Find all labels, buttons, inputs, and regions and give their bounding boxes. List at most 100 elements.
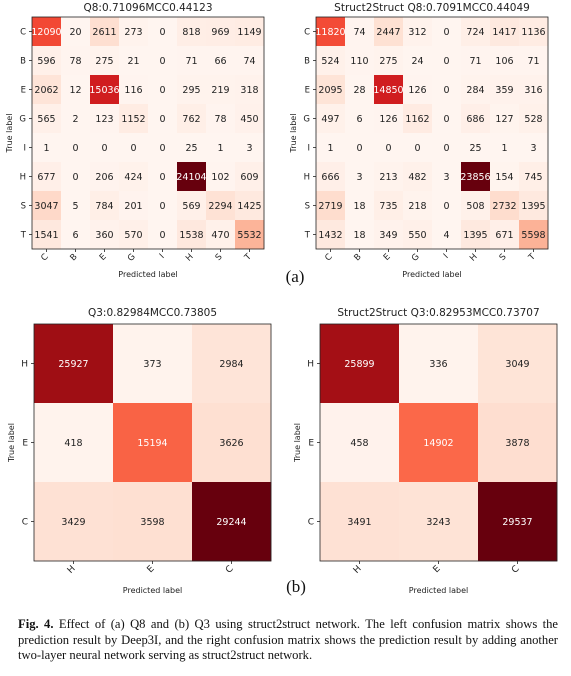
cell-value-label-0-3-1: 2 [72,114,78,125]
cell-value-label-1-4-4: 0 [443,143,449,154]
cell-value-label-1-0-0: 11820 [315,27,345,38]
x-tick-label-1-1: B [352,252,363,263]
y-tick-label-3-0: H [307,360,314,370]
y-tick-label-0-5: H [20,173,26,183]
x-tick-label-0-6: S [214,252,225,263]
cell-value-label-0-5-7: 609 [240,172,258,183]
cell-value-label-1-7-5: 1395 [463,230,487,241]
cell-value-label-1-2-6: 359 [495,85,513,96]
cell-value-label-0-1-0: 596 [37,56,55,67]
cell-value-label-0-2-2: 15036 [89,85,119,96]
y-tick-label-0-1: B [20,57,26,67]
caption-label: Fig. 4. [18,617,53,631]
cell-value-label-0-2-3: 116 [124,85,142,96]
cell-value-label-0-1-7: 74 [243,56,255,67]
cell-value-label-0-4-6: 1 [217,143,223,154]
chart-title-0: Q8:0.71096MCC0.44123 [83,2,212,14]
cell-value-label-2-1-2: 3626 [219,438,243,449]
cell-value-label-1-5-5: 23856 [460,172,490,183]
cell-value-label-0-0-5: 818 [182,27,200,38]
cell-value-label-1-2-0: 2095 [318,85,342,96]
y-tick-label-0-2: E [21,86,26,96]
cell-value-label-1-1-1: 110 [350,56,368,67]
y-axis-label-0: True label [5,114,14,154]
cell-value-label-0-5-6: 102 [211,172,229,183]
figure-caption: Fig. 4. Effect of (a) Q8 and (b) Q3 usin… [18,617,558,664]
x-tick-label-1-6: S [498,252,509,263]
y-tick-label-1-1: B [304,57,310,67]
cell-value-label-0-4-4: 0 [159,143,165,154]
y-tick-label-1-2: E [305,86,310,96]
cell-value-label-1-5-3: 482 [408,172,426,183]
cell-value-label-0-3-6: 78 [214,114,226,125]
cell-value-label-0-0-3: 273 [124,27,142,38]
cell-value-label-1-6-5: 508 [466,201,484,212]
cell-value-label-1-4-6: 1 [501,143,507,154]
cell-value-label-1-2-7: 316 [524,85,542,96]
cell-value-label-1-1-7: 71 [527,56,539,67]
cell-value-label-1-2-5: 284 [466,85,484,96]
panel-label-b: (b) [286,577,306,596]
cell-value-label-1-5-4: 3 [443,172,449,183]
chart-title-2: Q3:0.82984MCC0.73805 [88,307,217,319]
cell-value-label-2-2-2: 29244 [216,517,246,528]
cell-value-label-0-1-4: 0 [159,56,165,67]
x-tick-label-2-1: E [146,564,157,575]
cell-value-label-0-2-1: 12 [69,85,81,96]
y-tick-label-2-1: E [22,439,28,449]
x-tick-label-1-2: E [382,252,393,263]
cell-value-label-1-6-3: 218 [408,201,426,212]
cell-value-label-0-7-1: 6 [72,230,78,241]
cell-value-label-1-7-1: 18 [353,230,365,241]
cell-value-label-2-0-2: 2984 [219,359,243,370]
cell-value-label-1-6-2: 735 [379,201,397,212]
cell-value-label-1-1-2: 275 [379,56,397,67]
x-axis-label-1: Predicted label [402,270,461,279]
x-tick-label-1-5: H [468,252,480,264]
x-tick-label-1-7: T [526,251,538,263]
cell-value-label-0-6-7: 1425 [237,201,261,212]
cell-value-label-1-3-4: 0 [443,114,449,125]
cell-value-label-0-6-0: 3047 [34,201,58,212]
cell-value-label-1-7-7: 5598 [521,230,545,241]
cell-value-label-1-7-2: 349 [379,230,397,241]
x-tick-label-2-0: H [66,564,78,576]
cell-value-label-1-1-5: 71 [469,56,481,67]
cell-value-label-1-6-0: 2719 [318,201,342,212]
cell-value-label-3-2-2: 29537 [502,517,532,528]
y-tick-label-0-3: G [19,115,26,125]
x-axis-label-3: Predicted label [409,586,468,595]
cell-value-label-1-5-7: 745 [524,172,542,183]
cell-value-label-1-0-4: 0 [443,27,449,38]
cell-value-label-1-7-4: 4 [443,230,449,241]
cell-value-label-0-4-3: 0 [130,143,136,154]
x-tick-label-3-0: H [352,564,364,576]
y-axis-label-3: True label [293,423,302,463]
cell-value-label-2-0-0: 25927 [58,359,88,370]
y-tick-label-0-7: T [20,231,27,241]
cell-value-label-1-0-6: 1417 [492,27,516,38]
cell-value-label-1-4-2: 0 [385,143,391,154]
y-tick-label-1-7: T [304,231,311,241]
cell-value-label-0-0-4: 0 [159,27,165,38]
cell-value-label-0-5-3: 424 [124,172,142,183]
cell-value-label-1-2-3: 126 [408,85,426,96]
cell-value-label-0-5-2: 206 [95,172,113,183]
cell-value-label-0-7-5: 1538 [179,230,203,241]
cell-value-label-0-1-6: 66 [214,56,226,67]
cell-value-label-2-2-1: 3598 [140,517,164,528]
cell-value-label-1-3-3: 1162 [405,114,429,125]
cell-value-label-0-4-5: 25 [185,143,197,154]
cell-value-label-0-5-0: 677 [37,172,55,183]
cell-value-label-0-1-2: 275 [95,56,113,67]
cell-value-label-2-2-0: 3429 [61,517,85,528]
cell-value-label-0-4-0: 1 [43,143,49,154]
cell-value-label-1-3-0: 497 [321,114,339,125]
chart-title-3: Struct2Struct Q3:0.82953MCC0.73707 [337,307,539,319]
y-tick-label-3-2: C [308,518,314,528]
cell-value-label-2-1-1: 15194 [137,438,167,449]
y-tick-label-0-0: C [20,28,26,38]
panel-label-a: (a) [286,267,305,286]
cell-value-label-0-6-1: 5 [72,201,78,212]
